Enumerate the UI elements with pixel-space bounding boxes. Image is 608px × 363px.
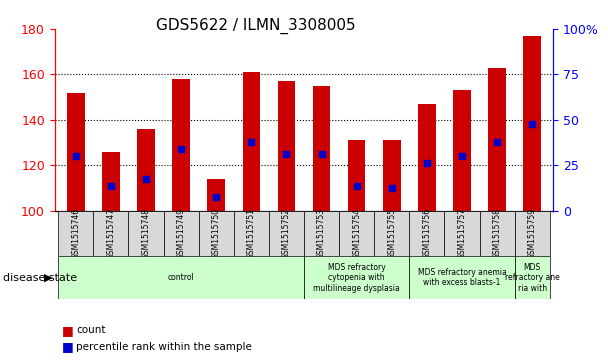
Text: GSM1515747: GSM1515747 xyxy=(106,208,116,259)
Text: count: count xyxy=(76,325,106,335)
FancyBboxPatch shape xyxy=(304,211,339,256)
FancyBboxPatch shape xyxy=(269,211,304,256)
FancyBboxPatch shape xyxy=(304,256,409,299)
Text: ■: ■ xyxy=(62,340,74,353)
Text: GSM1515756: GSM1515756 xyxy=(423,208,432,259)
Text: GSM1515755: GSM1515755 xyxy=(387,208,396,259)
Text: GSM1515752: GSM1515752 xyxy=(282,208,291,259)
Text: percentile rank within the sample: percentile rank within the sample xyxy=(76,342,252,352)
Text: MDS
refractory ane
ria with: MDS refractory ane ria with xyxy=(505,263,559,293)
Text: GSM1515750: GSM1515750 xyxy=(212,208,221,259)
Bar xyxy=(453,90,471,211)
Bar xyxy=(313,86,330,211)
Text: GSM1515754: GSM1515754 xyxy=(352,208,361,259)
FancyBboxPatch shape xyxy=(514,256,550,299)
FancyBboxPatch shape xyxy=(444,211,480,256)
Bar xyxy=(137,129,155,211)
Bar xyxy=(243,72,260,211)
FancyBboxPatch shape xyxy=(128,211,164,256)
Bar xyxy=(488,68,506,211)
Text: ■: ■ xyxy=(62,324,74,337)
Text: GSM1515759: GSM1515759 xyxy=(528,208,537,259)
Text: ▶: ▶ xyxy=(44,273,52,283)
FancyBboxPatch shape xyxy=(58,256,304,299)
Bar xyxy=(67,93,85,211)
FancyBboxPatch shape xyxy=(409,256,514,299)
FancyBboxPatch shape xyxy=(514,211,550,256)
FancyBboxPatch shape xyxy=(58,211,94,256)
Text: GSM1515746: GSM1515746 xyxy=(71,208,80,259)
Bar xyxy=(418,104,436,211)
Text: MDS refractory
cytopenia with
multilineage dysplasia: MDS refractory cytopenia with multilinea… xyxy=(313,263,400,293)
Bar xyxy=(278,81,295,211)
Text: GSM1515753: GSM1515753 xyxy=(317,208,326,259)
FancyBboxPatch shape xyxy=(409,211,444,256)
FancyBboxPatch shape xyxy=(199,211,234,256)
FancyBboxPatch shape xyxy=(480,211,514,256)
Text: GSM1515749: GSM1515749 xyxy=(176,208,185,259)
FancyBboxPatch shape xyxy=(234,211,269,256)
FancyBboxPatch shape xyxy=(339,211,374,256)
Text: GSM1515757: GSM1515757 xyxy=(457,208,466,259)
FancyBboxPatch shape xyxy=(164,211,199,256)
Bar xyxy=(348,140,365,211)
FancyBboxPatch shape xyxy=(374,211,409,256)
Bar xyxy=(523,36,541,211)
Text: control: control xyxy=(168,273,195,282)
Bar xyxy=(207,179,225,211)
Bar xyxy=(102,152,120,211)
Text: GSM1515748: GSM1515748 xyxy=(142,208,151,259)
Text: disease state: disease state xyxy=(3,273,77,283)
Text: GDS5622 / ILMN_3308005: GDS5622 / ILMN_3308005 xyxy=(156,18,355,34)
Bar xyxy=(383,140,401,211)
Text: GSM1515758: GSM1515758 xyxy=(492,208,502,259)
Bar xyxy=(172,79,190,211)
FancyBboxPatch shape xyxy=(94,211,128,256)
Text: GSM1515751: GSM1515751 xyxy=(247,208,256,259)
Text: MDS refractory anemia
with excess blasts-1: MDS refractory anemia with excess blasts… xyxy=(418,268,506,287)
